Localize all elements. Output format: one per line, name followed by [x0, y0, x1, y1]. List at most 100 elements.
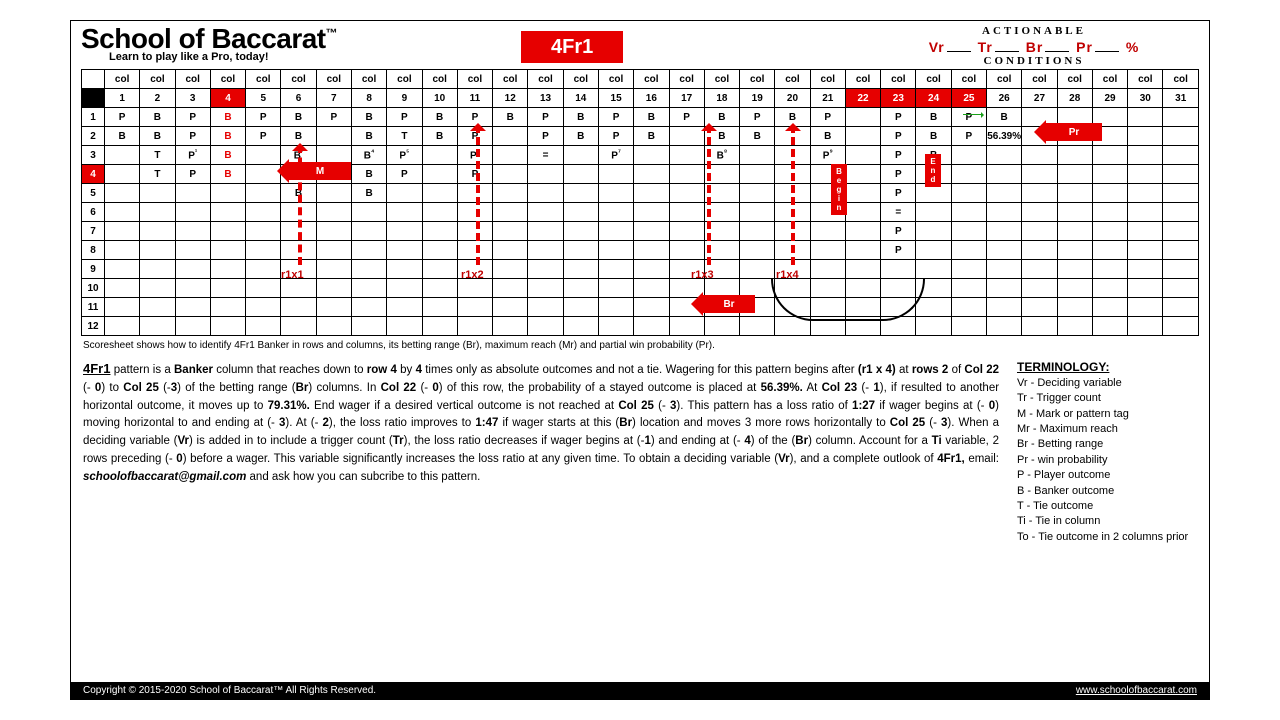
- grid-cell: [493, 184, 528, 203]
- grid-cell: [105, 165, 140, 184]
- grid-cell: [210, 260, 245, 279]
- br-label: Br: [1026, 39, 1044, 55]
- grid-cell: [246, 184, 281, 203]
- grid-cell: [951, 279, 986, 298]
- grid-cell: [1092, 222, 1127, 241]
- grid-cell: P⁵: [387, 146, 422, 165]
- grid-cell: [387, 279, 422, 298]
- grid-cell: [528, 222, 563, 241]
- grid-cell: [634, 222, 669, 241]
- grid-cell: [669, 317, 704, 336]
- grid-cell: [951, 203, 986, 222]
- pct-label: %: [1126, 39, 1139, 55]
- grid-cell: [916, 298, 951, 317]
- grid-cell: [316, 317, 351, 336]
- grid-cell: B: [775, 108, 810, 127]
- grid-cell: [1057, 241, 1092, 260]
- terminology-item: Tr - Trigger count: [1017, 391, 1197, 406]
- grid-cell: [563, 260, 598, 279]
- grid-cell: [1163, 146, 1199, 165]
- grid-cell: [987, 165, 1022, 184]
- grid-cell: P: [457, 165, 492, 184]
- grid-cell: [704, 241, 739, 260]
- grid-cell: [1092, 279, 1127, 298]
- grid-cell: [351, 317, 386, 336]
- grid-cell: P: [810, 108, 845, 127]
- grid-cell: [493, 203, 528, 222]
- grid-cell: [634, 279, 669, 298]
- grid-cell: [916, 184, 951, 203]
- grid-cell: [493, 317, 528, 336]
- grid-cell: [775, 127, 810, 146]
- grid-cell: P: [598, 127, 633, 146]
- grid-cell: [634, 146, 669, 165]
- grid-cell: [916, 279, 951, 298]
- grid-cell: [563, 184, 598, 203]
- grid-cell: [422, 146, 457, 165]
- grid-cell: [810, 260, 845, 279]
- grid-cell: [634, 165, 669, 184]
- grid-cell: [563, 317, 598, 336]
- grid-cell: [457, 222, 492, 241]
- grid-cell: [1022, 184, 1057, 203]
- grid-cell: [1128, 222, 1163, 241]
- terminology: TERMINOLOGY: Vr - Deciding variableTr - …: [1017, 359, 1197, 545]
- grid-cell: [845, 222, 880, 241]
- grid-cell: B: [140, 127, 175, 146]
- grid-cell: [105, 241, 140, 260]
- grid-cell: [634, 241, 669, 260]
- grid-cell: [493, 241, 528, 260]
- grid-cell: [951, 222, 986, 241]
- grid-cell: [1022, 165, 1057, 184]
- header: School of Baccarat™ Learn to play like a…: [71, 21, 1209, 67]
- grid-cell: [1092, 317, 1127, 336]
- grid-cell: [140, 184, 175, 203]
- grid-cell: [810, 279, 845, 298]
- terminology-item: P - Player outcome: [1017, 468, 1197, 483]
- grid-cell: [775, 203, 810, 222]
- grid-cell: [845, 165, 880, 184]
- grid-cell: [210, 222, 245, 241]
- grid-cell: [1057, 108, 1092, 127]
- grid-cell: [281, 317, 316, 336]
- grid-cell: [1022, 222, 1057, 241]
- grid-cell: [493, 260, 528, 279]
- grid-cell: [1128, 203, 1163, 222]
- grid-cell: [916, 241, 951, 260]
- terminology-item: Mr - Maximum reach: [1017, 422, 1197, 437]
- grid-cell: [598, 298, 633, 317]
- grid-cell: [281, 279, 316, 298]
- grid-cell: [1128, 184, 1163, 203]
- grid-cell: [916, 317, 951, 336]
- grid-cell: P: [387, 165, 422, 184]
- website-link[interactable]: www.schoolofbaccarat.com: [1076, 685, 1197, 696]
- grid-cell: [951, 146, 986, 165]
- grid-cell: [563, 146, 598, 165]
- terminology-item: Ti - Tie in column: [1017, 514, 1197, 529]
- grid-cell: [493, 222, 528, 241]
- grid-cell: P: [457, 108, 492, 127]
- grid-cell: [457, 241, 492, 260]
- grid-cell: B: [351, 184, 386, 203]
- grid-cell: [598, 203, 633, 222]
- grid-cell: [598, 317, 633, 336]
- grid-cell: [457, 184, 492, 203]
- grid-cell: [387, 241, 422, 260]
- grid-cell: [1128, 146, 1163, 165]
- grid-cell: [281, 165, 316, 184]
- grid-cell: [457, 260, 492, 279]
- grid-cell: [422, 317, 457, 336]
- grid-cell: [1163, 184, 1199, 203]
- grid-cell: B: [105, 127, 140, 146]
- vr-label: Vr: [929, 39, 945, 55]
- grid-cell: [845, 241, 880, 260]
- grid-cell: B: [916, 146, 951, 165]
- grid-cell: B⁸: [704, 146, 739, 165]
- grid-cell: [1057, 222, 1092, 241]
- grid-cell: [281, 203, 316, 222]
- grid-cell: P: [881, 241, 916, 260]
- actionable-bottom: CONDITIONS: [869, 55, 1199, 67]
- grid-cell: P: [951, 127, 986, 146]
- grid-cell: [845, 108, 880, 127]
- grid-cell: [105, 317, 140, 336]
